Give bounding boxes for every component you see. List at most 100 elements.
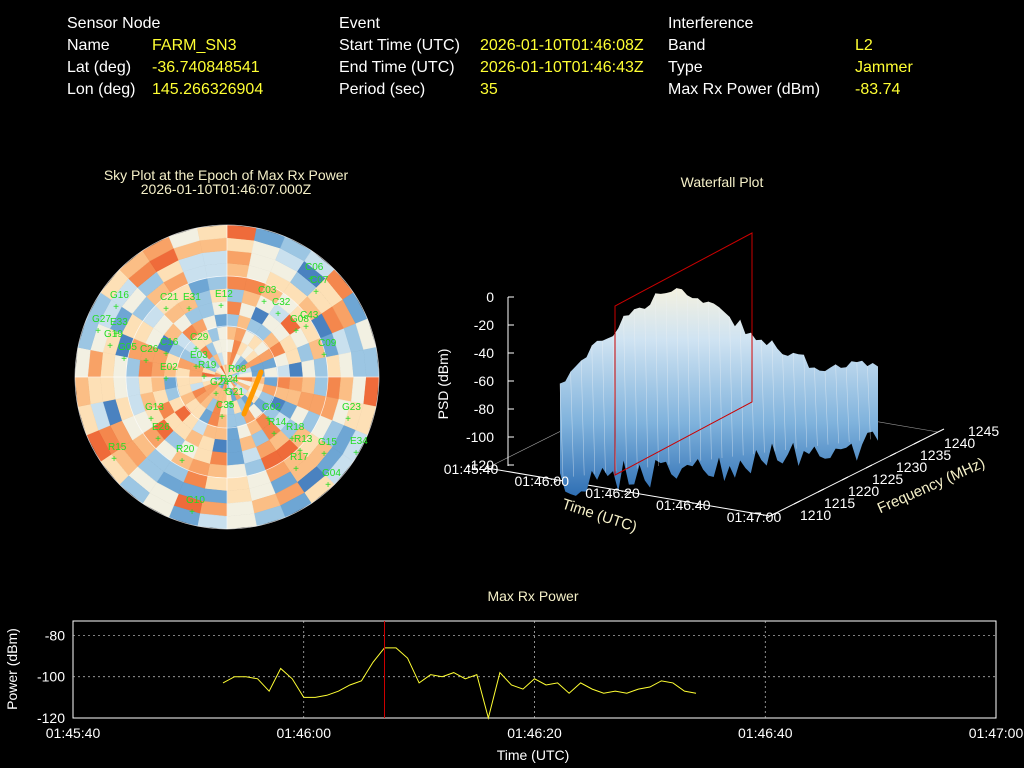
satellite-plus: + — [293, 326, 299, 337]
satellite-label: R14 — [268, 417, 287, 428]
satellite-label: E02 — [160, 362, 178, 373]
lat-value: -36.740848541 — [152, 59, 260, 76]
time-tick-label: 01:45:40 — [444, 461, 499, 477]
satellite-plus: + — [223, 386, 229, 397]
satellite-label: G21 — [225, 387, 244, 398]
lon-label: Lon (deg) — [67, 81, 136, 98]
satellite-label: C32 — [272, 297, 291, 308]
satellite-plus: + — [265, 414, 271, 425]
frequency-tick-mark — [769, 512, 777, 517]
frequency-tick-label: 1235 — [920, 447, 951, 463]
sky-heatmap-cell — [209, 451, 228, 466]
satellite-label: E31 — [183, 292, 201, 303]
sky-plot-title: Sky Plot at the Epoch of Max Rx Power — [104, 167, 349, 183]
z-tick-label: -40 — [474, 345, 494, 361]
sky-heatmap-cell — [326, 376, 342, 400]
satellite-markers: +G16+G27+G19+G05+C21+E31+E12+C03+C32+G08… — [92, 262, 368, 518]
time-tick-label: 01:46:40 — [656, 497, 711, 513]
satellite-marker: +E33 — [110, 317, 128, 340]
sky-heatmap-cell — [75, 376, 91, 407]
time-tick-mark — [482, 467, 488, 472]
power-chart-y-label: Power (dBm) — [4, 628, 20, 710]
sky-heatmap-cell — [197, 225, 228, 241]
jammer-track-line — [241, 369, 264, 417]
satellite-marker: +E31 — [183, 292, 201, 315]
waterfall-surface — [560, 288, 878, 496]
z-tick-label: -120 — [466, 457, 494, 473]
time-tick-mark — [694, 503, 700, 508]
frequency-tick-label: 1230 — [896, 459, 927, 475]
sky-heatmap — [75, 225, 379, 529]
satellite-plus: + — [271, 429, 277, 440]
satellite-marker: +C26 — [140, 344, 159, 367]
satellite-plus: + — [353, 448, 359, 459]
satellite-plus: + — [148, 414, 154, 425]
satellite-plus: + — [261, 297, 267, 308]
satellite-plus: + — [325, 480, 331, 491]
satellite-marker: +R18 — [286, 422, 305, 445]
sky-heatmap-cell — [226, 476, 250, 492]
satellite-label: C07 — [310, 275, 329, 286]
event-heading: Event — [339, 15, 380, 32]
sky-heatmap-cell — [125, 376, 141, 398]
waterfall-z-axis-label: PSD (dBm) — [435, 349, 451, 420]
time-tick-label: 01:46:00 — [515, 473, 570, 489]
satellite-label: R08 — [228, 364, 247, 375]
satellite-marker: +R24 — [220, 374, 239, 397]
end-time-value: 2026-01-10T01:46:43Z — [480, 59, 644, 76]
sky-heatmap-cell — [206, 275, 228, 291]
jammer-direction-track — [241, 369, 264, 417]
satellite-marker: +G08 — [290, 314, 309, 337]
satellite-plus: + — [321, 350, 327, 361]
frequency-tick-mark — [841, 476, 849, 481]
satellite-marker: +E02 — [160, 362, 178, 385]
satellite-marker: +E03 — [190, 350, 208, 373]
satellite-marker: +C29 — [190, 332, 209, 355]
power-x-tick-label: 01:47:00 — [969, 725, 1024, 741]
satellite-marker: +R08 — [228, 364, 247, 387]
waterfall-ridges — [559, 288, 871, 479]
satellite-label: G10 — [186, 495, 205, 506]
waterfall-plot: Waterfall Plot PSD (dBm) Time (UTC) Freq… — [435, 174, 999, 536]
satellite-label: C29 — [190, 332, 209, 343]
satellite-marker: +G23 — [342, 402, 361, 425]
satellite-plus: + — [345, 414, 351, 425]
satellite-label: G04 — [322, 468, 341, 479]
satellite-label: E33 — [110, 317, 128, 328]
satellite-marker: +G04 — [322, 468, 341, 491]
satellite-marker: +C43 — [300, 310, 319, 333]
period-value: 35 — [480, 81, 498, 98]
satellite-label: E26 — [152, 422, 170, 433]
satellite-marker: +R17 — [290, 452, 309, 475]
satellite-marker: +R20 — [176, 444, 195, 467]
band-value: L2 — [855, 37, 873, 54]
satellite-plus: + — [113, 329, 119, 340]
satellite-plus: + — [313, 287, 319, 298]
frequency-tick-mark — [865, 464, 873, 469]
satellite-marker: +G05 — [118, 342, 137, 365]
satellite-label: R24 — [220, 374, 239, 385]
satellite-marker: +E26 — [152, 422, 170, 445]
frequency-tick-label: 1225 — [872, 471, 903, 487]
satellite-plus: + — [155, 434, 161, 445]
max-rx-power-value: -83.74 — [855, 81, 901, 98]
satellite-marker: +G13 — [145, 402, 164, 425]
satellite-marker: +E12 — [215, 289, 233, 312]
satellite-plus: + — [111, 454, 117, 465]
power-x-tick-label: 01:46:00 — [277, 725, 332, 741]
satellite-label: G27 — [92, 314, 111, 325]
z-tick-label: -100 — [466, 429, 494, 445]
waterfall-z-ticks: 0 -20 -40 -60 -80 -100 -120 — [466, 289, 514, 473]
satellite-label: C35 — [216, 400, 235, 411]
frequency-tick-label: 1245 — [968, 423, 999, 439]
sky-heatmap-cell — [301, 359, 316, 378]
satellite-marker: +C35 — [216, 400, 235, 423]
power-series-line — [222, 647, 697, 720]
satellite-marker: +G15 — [318, 437, 337, 460]
frequency-tick-label: 1215 — [824, 495, 855, 511]
satellite-label: R20 — [176, 444, 195, 455]
sky-heatmap-cell — [363, 347, 379, 378]
power-chart-y-ticks: -80 -100 -120 — [37, 627, 65, 726]
satellite-marker: +G21 — [225, 387, 244, 410]
frequency-tick-mark — [937, 428, 945, 433]
